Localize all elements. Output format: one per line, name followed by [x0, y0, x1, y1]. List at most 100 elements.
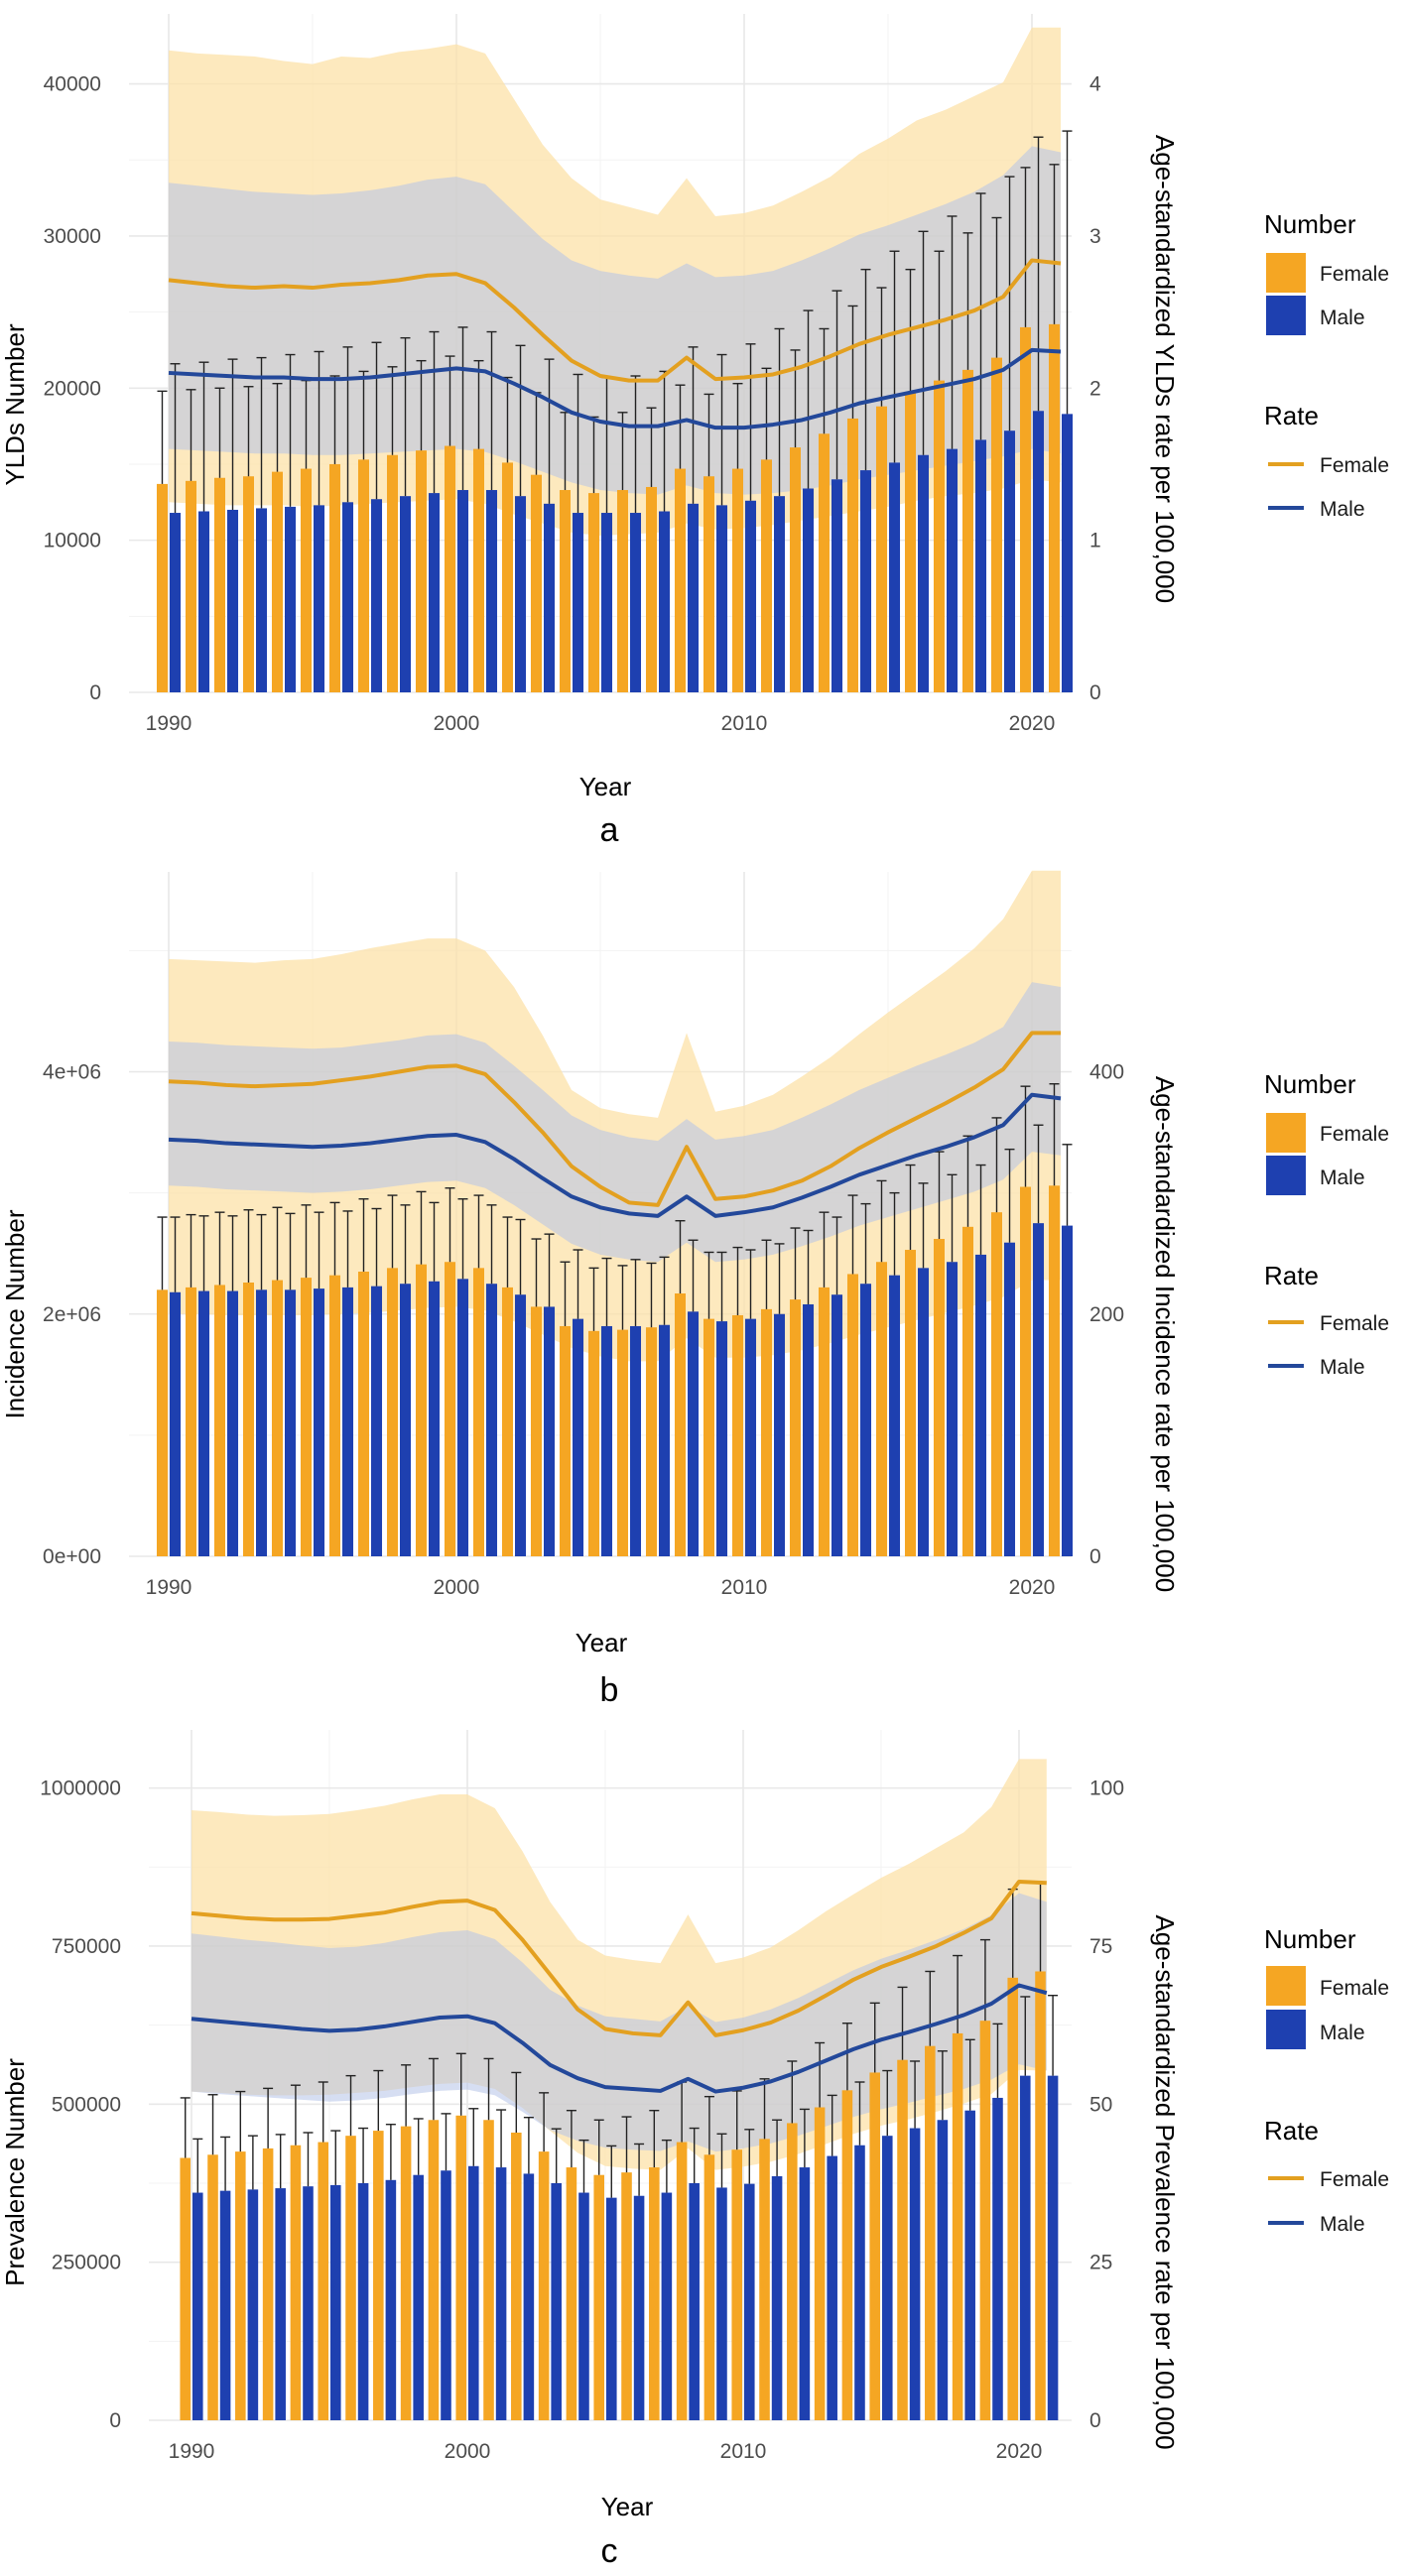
- x-tick-label: 2020: [996, 2440, 1043, 2463]
- male-number-bar: [515, 1294, 527, 1556]
- female-rate-line: [191, 1879, 1047, 2037]
- male-number-bar: [601, 1325, 613, 1556]
- male-number-bar: [457, 490, 469, 692]
- female-number-bar: [271, 1280, 283, 1556]
- legend-male-label: Male: [1320, 1166, 1365, 1189]
- female-number-bar: [415, 450, 427, 692]
- male-number-bar: [774, 1313, 786, 1556]
- female-number-bar: [428, 2120, 440, 2420]
- male-number-bar: [523, 2173, 535, 2420]
- female-number-bar: [1019, 326, 1031, 692]
- female-number-bar: [483, 2120, 494, 2420]
- male-number-bar: [918, 1268, 930, 1556]
- x-tick-label: 2010: [721, 1576, 768, 1599]
- legend-number-title: Number: [1264, 1924, 1356, 1954]
- male-number-bar: [429, 1281, 441, 1556]
- male-number-bar: [256, 508, 268, 692]
- female-number-bar: [511, 2133, 522, 2420]
- male-rate-ui-band: [169, 146, 1061, 495]
- male-rate-ui-band: [169, 982, 1061, 1263]
- female-number-bar: [180, 2157, 191, 2420]
- legend-rate-title: Rate: [1264, 1261, 1319, 1290]
- male-number-bar: [429, 493, 441, 692]
- male-number-bar: [314, 505, 325, 692]
- male-number-bar: [1062, 414, 1074, 692]
- female-number-bar: [156, 483, 168, 692]
- female-number-bar: [1048, 1185, 1060, 1556]
- y-tick-label: 20000: [44, 377, 101, 400]
- y2-tick-label: 2: [1089, 377, 1101, 400]
- female-number-bar: [674, 468, 686, 692]
- chart-panel-a: 0 10000 20000 30000 40000 0 1 2 3 4 1990 2000 2010 20…: [0, 0, 1407, 858]
- legend-male-rate-label: Male: [1320, 2213, 1365, 2236]
- female-number-bar: [386, 1268, 398, 1556]
- male-number-bar: [385, 2179, 397, 2420]
- male-number-bar: [882, 2136, 893, 2420]
- female-number-bar: [300, 468, 312, 692]
- male-number-bar: [630, 1325, 642, 1556]
- female-number-bar: [933, 380, 945, 692]
- female-number-bar: [357, 1272, 369, 1556]
- legend-female-label: Female: [1320, 263, 1389, 286]
- male-number-bar: [357, 2182, 369, 2420]
- y-tick-label: 4e+06: [43, 1061, 101, 1084]
- y-axis-title: YLDs Number: [0, 323, 30, 486]
- female-number-bar: [703, 476, 714, 692]
- y2-axis-title: Age-standardized Prevalence rate per 100…: [1150, 1914, 1180, 2449]
- y-tick-label: 0: [89, 681, 101, 704]
- male-number-bar: [889, 1275, 901, 1556]
- male-number-bar: [633, 2195, 645, 2420]
- chart-svg-c: 0 250000 500000 750000 1000000 0 25 50 75 100 1990…: [0, 1730, 1389, 2570]
- male-number-bar: [544, 1306, 556, 1556]
- legend-male-bar-swatch: [1266, 1156, 1306, 1195]
- y-tick-label: 500000: [52, 2093, 121, 2116]
- female-number-bar: [731, 1314, 743, 1556]
- male-number-bar: [1047, 2075, 1059, 2420]
- male-number-bar: [192, 2192, 203, 2420]
- male-number-bar: [198, 511, 210, 692]
- legend-male-rate-label: Male: [1320, 498, 1365, 521]
- female-number-bar: [789, 447, 801, 692]
- male-number-bar: [227, 509, 239, 692]
- female-number-bar: [990, 357, 1002, 692]
- legend-female-rate-label: Female: [1320, 2168, 1389, 2191]
- male-number-bar: [544, 503, 556, 692]
- legend-rate-title: Rate: [1264, 401, 1319, 430]
- male-number-bar: [745, 1318, 757, 1556]
- male-number-bar: [551, 2182, 562, 2420]
- female-rate-ui-band: [169, 870, 1061, 1362]
- female-number-bar: [290, 2145, 302, 2420]
- male-number-bar: [689, 2182, 700, 2420]
- female-number-bar: [961, 1226, 973, 1556]
- female-number-bar: [373, 2131, 384, 2420]
- male-number-bar: [342, 502, 354, 692]
- male-number-bar: [486, 1284, 498, 1556]
- y-tick-label: 40000: [44, 73, 101, 96]
- female-number-bar: [818, 1287, 830, 1556]
- y-tick-label: 250000: [52, 2252, 121, 2274]
- male-number-bar: [688, 1311, 700, 1556]
- legend-male-label: Male: [1320, 307, 1365, 329]
- male-number-bar: [170, 513, 182, 692]
- male-rate-line: [191, 1983, 1048, 2094]
- female-number-bar: [875, 1262, 887, 1556]
- legend-rate-title: Rate: [1264, 2116, 1319, 2146]
- x-axis-title: Year: [601, 2492, 654, 2521]
- y2-tick-label: 4: [1089, 73, 1101, 96]
- male-number-bar: [860, 470, 872, 692]
- legend-female-label: Female: [1320, 1123, 1389, 1146]
- female-number-bar: [979, 2021, 991, 2420]
- y-tick-label: 0: [109, 2409, 121, 2432]
- male-rate-line: [168, 1092, 1062, 1218]
- male-number-bar: [285, 1289, 297, 1556]
- male-number-bar: [799, 2167, 811, 2420]
- male-number-bar: [716, 1321, 728, 1556]
- male-number-bar: [688, 503, 700, 692]
- female-number-bar: [760, 1308, 772, 1556]
- x-tick-label: 1990: [146, 712, 192, 735]
- female-number-bar: [841, 2090, 853, 2420]
- x-axis-title: Year: [576, 1628, 628, 1657]
- female-number-bar: [185, 480, 196, 692]
- y2-tick-label: 200: [1089, 1303, 1124, 1326]
- legend-male-bar-swatch: [1266, 2010, 1306, 2049]
